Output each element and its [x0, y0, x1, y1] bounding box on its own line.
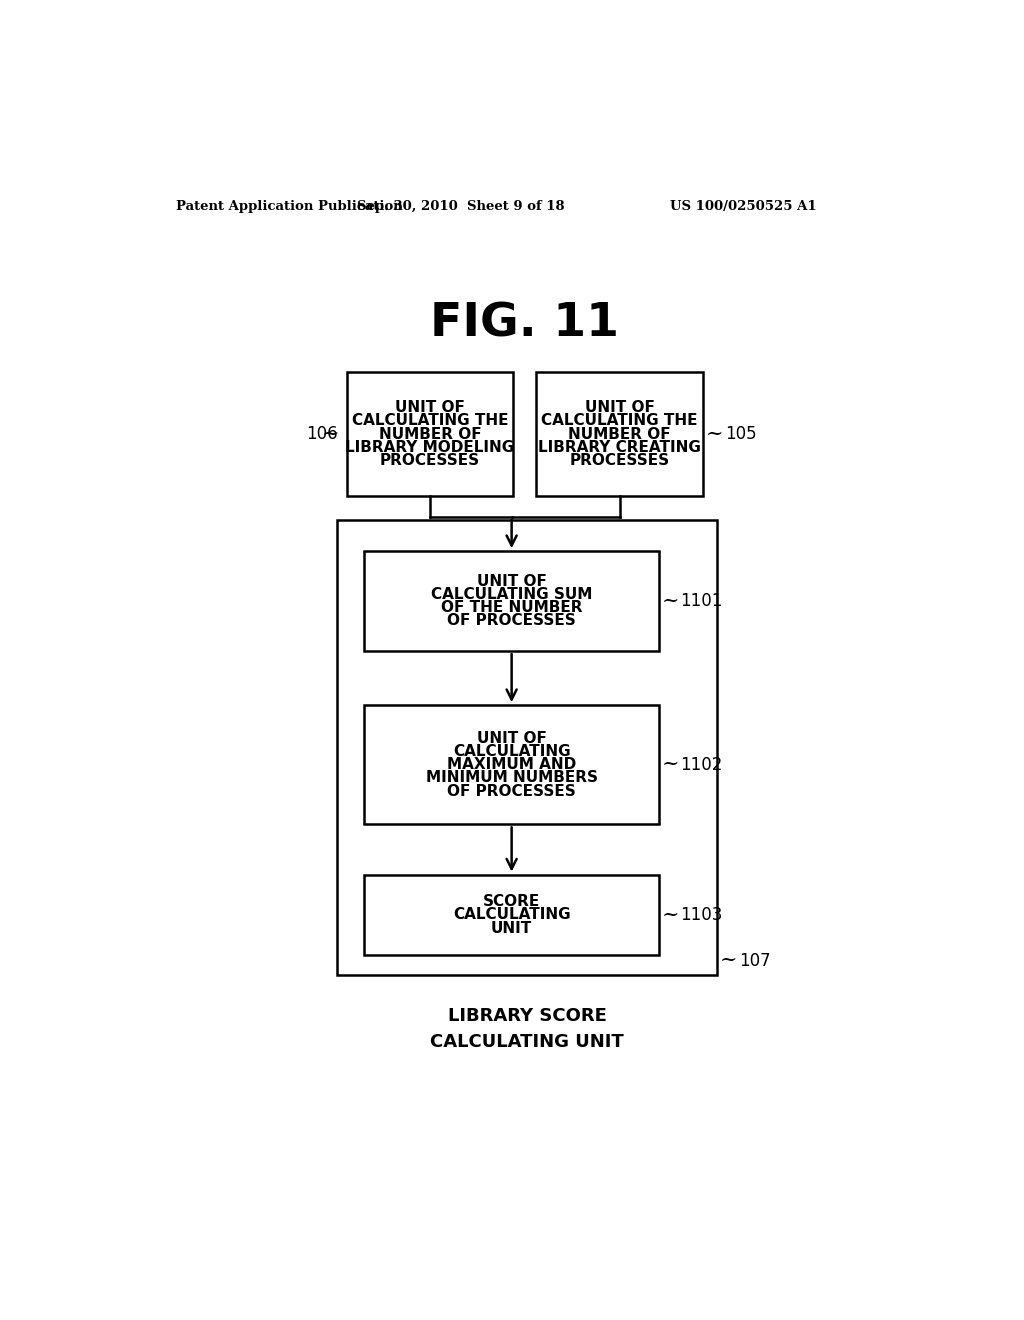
Bar — [537, 372, 703, 496]
Text: UNIT: UNIT — [490, 920, 532, 936]
Text: OF PROCESSES: OF PROCESSES — [447, 614, 575, 628]
Text: 1103: 1103 — [681, 906, 723, 924]
Text: MINIMUM NUMBERS: MINIMUM NUMBERS — [426, 771, 598, 785]
Text: UNIT OF: UNIT OF — [585, 400, 654, 416]
Text: 1102: 1102 — [681, 756, 723, 774]
Text: OF PROCESSES: OF PROCESSES — [447, 784, 575, 799]
Text: UNIT OF: UNIT OF — [395, 400, 465, 416]
Text: CALCULATING: CALCULATING — [453, 907, 570, 923]
Text: FIG. 11: FIG. 11 — [430, 301, 620, 346]
Text: OF THE NUMBER: OF THE NUMBER — [441, 601, 583, 615]
Text: NUMBER OF: NUMBER OF — [379, 426, 481, 442]
Text: ~: ~ — [322, 425, 339, 444]
Text: SCORE: SCORE — [483, 894, 541, 909]
Text: ~: ~ — [662, 591, 680, 611]
Text: UNIT OF: UNIT OF — [477, 731, 547, 746]
Text: LIBRARY MODELING: LIBRARY MODELING — [345, 440, 514, 454]
Text: ~: ~ — [662, 906, 680, 924]
Text: CALCULATING THE: CALCULATING THE — [542, 413, 698, 429]
Text: 107: 107 — [738, 952, 770, 970]
Text: 105: 105 — [725, 425, 757, 444]
Text: CALCULATING SUM: CALCULATING SUM — [431, 587, 592, 602]
Bar — [365, 552, 658, 651]
Text: LIBRARY CREATING: LIBRARY CREATING — [539, 440, 701, 454]
Bar — [365, 705, 658, 825]
Text: PROCESSES: PROCESSES — [380, 453, 480, 467]
Text: CALCULATING: CALCULATING — [453, 744, 570, 759]
Text: PROCESSES: PROCESSES — [569, 453, 670, 467]
Text: UNIT OF: UNIT OF — [477, 574, 547, 589]
Text: ~: ~ — [720, 952, 737, 970]
Text: 106: 106 — [305, 425, 337, 444]
Bar — [346, 372, 513, 496]
Text: ~: ~ — [662, 755, 680, 775]
Text: 1101: 1101 — [681, 593, 723, 610]
Text: ~: ~ — [707, 425, 724, 444]
Text: US 100/0250525 A1: US 100/0250525 A1 — [671, 199, 817, 213]
Text: Patent Application Publication: Patent Application Publication — [176, 199, 402, 213]
Text: NUMBER OF: NUMBER OF — [568, 426, 671, 442]
Text: MAXIMUM AND: MAXIMUM AND — [447, 758, 577, 772]
Text: LIBRARY SCORE
CALCULATING UNIT: LIBRARY SCORE CALCULATING UNIT — [430, 1007, 624, 1051]
Bar — [365, 874, 658, 956]
Bar — [337, 520, 717, 974]
Text: Sep. 30, 2010  Sheet 9 of 18: Sep. 30, 2010 Sheet 9 of 18 — [357, 199, 565, 213]
Text: CALCULATING THE: CALCULATING THE — [351, 413, 508, 429]
